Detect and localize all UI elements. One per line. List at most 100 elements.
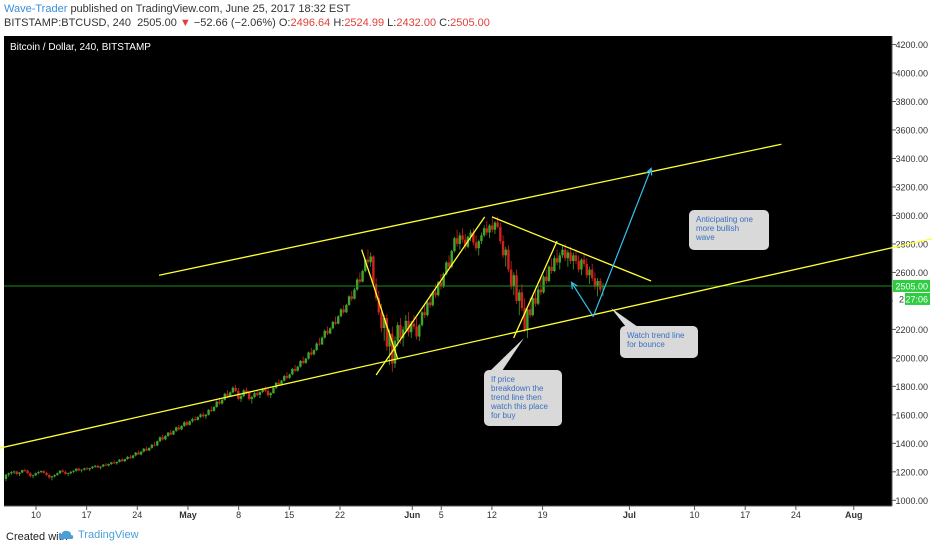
price-chart[interactable]: Bitcoin / Dollar, 240, BITSTAMP 4200.004… [0,34,932,524]
candle-body [474,242,478,249]
candle-body [323,330,326,338]
candle-body [561,249,564,256]
candle-body [507,249,510,270]
candle-body [593,278,597,287]
author-link[interactable]: Wave-Trader [4,3,68,15]
candle-body [493,222,497,230]
candle-body [526,309,529,330]
candle-body [558,255,561,263]
y-tick-label: 1400.00 [895,439,928,449]
chart-area[interactable]: Bitcoin / Dollar, 240, BITSTAMP 4200.00 4… [0,34,932,524]
x-tick-label: Aug [845,510,863,520]
candle-body [512,275,516,287]
candle-body [191,419,194,422]
candle-body [161,437,164,440]
candle-body [396,325,399,341]
candle-body [37,472,40,474]
candle-body [550,266,553,271]
y-tick-label: 3800.00 [895,97,928,107]
candle-body [601,285,605,288]
candle-body [534,298,537,304]
candle-body [231,387,235,393]
candle-body [447,262,451,267]
candle-body [142,448,145,452]
candle-body [77,468,81,471]
down-arrow-icon: ▼ [179,17,191,29]
candle-body [180,425,183,430]
candle-body [377,298,380,313]
header: Wave-Trader published on TradingView.com… [0,0,932,34]
x-tick-label: 10 [690,510,700,520]
candle-body [369,256,372,263]
candle-body [461,235,464,240]
candle-body [169,432,172,435]
candle-body [185,422,189,425]
candle-body [183,422,186,426]
candle-body [120,459,124,462]
callout-box [620,326,698,358]
candle-body [437,282,440,296]
tradingview-logo[interactable]: TradingView [58,529,139,541]
x-tick-label: 12 [487,510,497,520]
trendlines [0,143,932,449]
candle-body [39,471,43,473]
candle-body [115,461,118,464]
trendline [0,238,932,449]
published-text: published on TradingView.com, June 25, 2… [70,3,351,15]
candle-body [126,456,129,459]
candle-body [220,399,224,404]
candle-body [131,455,135,458]
candle-body [509,269,513,287]
callout-text-line: for bounce [627,340,665,349]
candle-body [339,309,343,317]
candle-body [93,465,97,467]
callout-text-line: If price [491,375,516,384]
candle-body [528,309,532,316]
tradingview-logo-text: TradingView [78,529,139,541]
open-label: O: [278,17,291,29]
candle-body [547,266,551,281]
candle-body [334,321,337,324]
callout-box [689,210,769,250]
candle-body [358,279,362,282]
candle-body [12,471,16,473]
price-axis[interactable] [892,36,930,506]
candle-body [428,302,432,306]
candle-body [212,407,216,411]
x-tick-label: 17 [82,510,92,520]
candle-body [277,382,281,385]
y-tick-label: 1600.00 [895,410,928,420]
candle-body [518,292,521,301]
candle-body [69,471,73,474]
time-axis[interactable] [4,506,892,522]
candle-body [223,393,227,400]
candle-body [274,382,278,388]
candle-body [585,263,588,276]
x-tick-label: 10 [31,510,41,520]
candle-body [296,366,299,371]
candle-body [331,321,335,329]
created-with-text: Created with [6,531,68,543]
price-badges: 2505.00 2 27:06 [893,279,930,305]
candle-body [72,470,75,472]
candle-body [453,238,456,252]
candle-body [80,469,83,471]
candle-body [304,358,308,363]
candle-body [488,225,491,233]
callout-box [484,370,562,426]
candle-body [66,473,70,475]
candle-body [256,393,259,395]
callout-pointer [490,338,524,371]
candle-body [418,325,421,337]
candle-body [439,282,443,287]
candle-body [188,421,191,425]
candle-body [85,468,89,470]
candle-body [269,393,272,396]
candle-body [215,401,218,408]
candle-body [312,350,316,355]
candle-body [7,473,10,475]
x-tick-label: 5 [439,510,444,520]
